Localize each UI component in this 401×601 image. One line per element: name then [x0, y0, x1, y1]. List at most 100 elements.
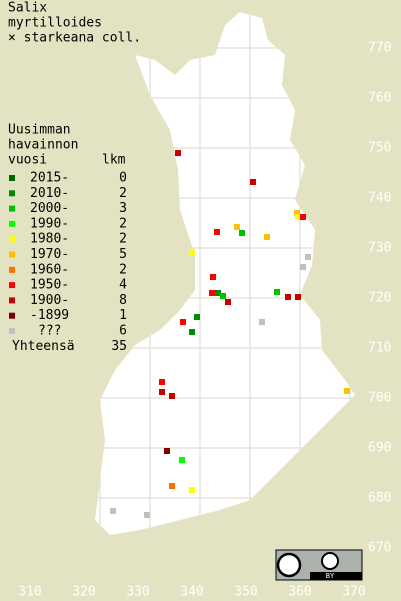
observation [220, 293, 226, 299]
legend-swatch [9, 220, 15, 227]
y-tick-label: 760 [368, 91, 391, 106]
y-tick-label: 770 [368, 41, 391, 56]
observation [239, 230, 245, 236]
legend-swatch [9, 251, 15, 258]
legend-label: 1950- [30, 278, 69, 293]
y-tick-label: 700 [368, 391, 391, 406]
legend-label: 1990- [30, 216, 69, 231]
observation [179, 457, 185, 463]
x-tick-label: 310 [18, 585, 41, 600]
legend-count: 0 [119, 171, 127, 186]
legend-count: 8 [119, 293, 127, 308]
legend-count: 6 [119, 324, 127, 339]
observation [159, 389, 165, 395]
legend-label: 1980- [30, 232, 69, 247]
observation [300, 264, 306, 270]
legend-count: 1 [119, 308, 127, 323]
title: myrtilloides [8, 16, 102, 31]
legend-label: 2015- [30, 171, 69, 186]
observation [189, 487, 195, 493]
observation [209, 290, 215, 296]
legend-count: 5 [119, 247, 127, 262]
y-tick-label: 680 [368, 491, 391, 506]
badge-strip [310, 572, 362, 580]
tick-labels: 310 320 330 340 350 360 3706706806907007107207… [18, 41, 391, 600]
y-tick-label: 670 [368, 541, 391, 556]
y-tick-label: 720 [368, 291, 391, 306]
legend-count: 2 [119, 262, 127, 277]
y-tick-label: 730 [368, 241, 391, 256]
observation [194, 314, 200, 320]
legend-swatch [9, 190, 15, 197]
observation [159, 379, 165, 385]
legend-swatch [9, 297, 15, 304]
observation [264, 234, 270, 240]
observation [210, 274, 216, 280]
legend-swatch [9, 236, 15, 243]
observation [295, 294, 301, 300]
observation [285, 294, 291, 300]
observation [295, 214, 301, 220]
legend-swatch [9, 205, 15, 212]
observation [110, 508, 116, 514]
x-tick-label: 320 [72, 585, 95, 600]
observation [215, 290, 221, 296]
y-tick-label: 750 [368, 141, 391, 156]
title: × starkeana coll. [8, 31, 141, 46]
x-tick-label: 360 [288, 585, 311, 600]
legend-count: 4 [119, 278, 127, 293]
by-icon [321, 552, 339, 570]
observation [294, 210, 300, 216]
y-tick-label: 690 [368, 441, 391, 456]
legend-label: 2000- [30, 201, 69, 216]
observation [169, 393, 175, 399]
legend-count: 2 [119, 216, 127, 231]
observation [189, 329, 195, 335]
observation [225, 299, 231, 305]
legend-label: 1900- [30, 293, 69, 308]
x-tick-label: 370 [342, 585, 365, 600]
x-tick-label: 350 [234, 585, 257, 600]
observation [180, 319, 186, 325]
legend-header: vuosi [8, 153, 47, 168]
observations [110, 150, 350, 518]
observation [300, 214, 306, 220]
observation [214, 229, 220, 235]
legend-label: -1899 [30, 308, 69, 323]
observation [189, 249, 195, 255]
legend-header: Uusimman [8, 123, 71, 138]
legend-header: havainnon [8, 138, 78, 153]
legend-count: 2 [119, 186, 127, 201]
license-text: BY [326, 572, 335, 580]
total-count: 35 [111, 339, 127, 354]
legend-swatch [9, 175, 15, 181]
observation [175, 150, 181, 156]
observation [259, 319, 265, 325]
legend-label: 2010- [30, 186, 69, 201]
observation [344, 388, 350, 394]
y-tick-label: 740 [368, 191, 391, 206]
legend-label: 1960- [30, 262, 69, 277]
legend-count: 3 [119, 201, 127, 216]
cc-icon [276, 552, 302, 578]
legend-header: lkm [102, 153, 126, 168]
license-badge: BY [275, 549, 363, 581]
observation [305, 254, 311, 260]
legend-swatch [9, 266, 15, 273]
legend-label: ??? [38, 324, 61, 339]
legend-swatch [9, 282, 15, 289]
legend-swatch [9, 328, 15, 334]
total-label: Yhteensä [12, 339, 75, 354]
observation [274, 289, 280, 295]
observation [250, 179, 256, 185]
x-tick-label: 340 [180, 585, 203, 600]
observation [144, 512, 150, 518]
x-tick-label: 330 [126, 585, 149, 600]
legend-count: 2 [119, 232, 127, 247]
observation [234, 224, 240, 230]
legend-label: 1970- [30, 247, 69, 262]
observation [164, 448, 170, 454]
observation [169, 483, 175, 489]
